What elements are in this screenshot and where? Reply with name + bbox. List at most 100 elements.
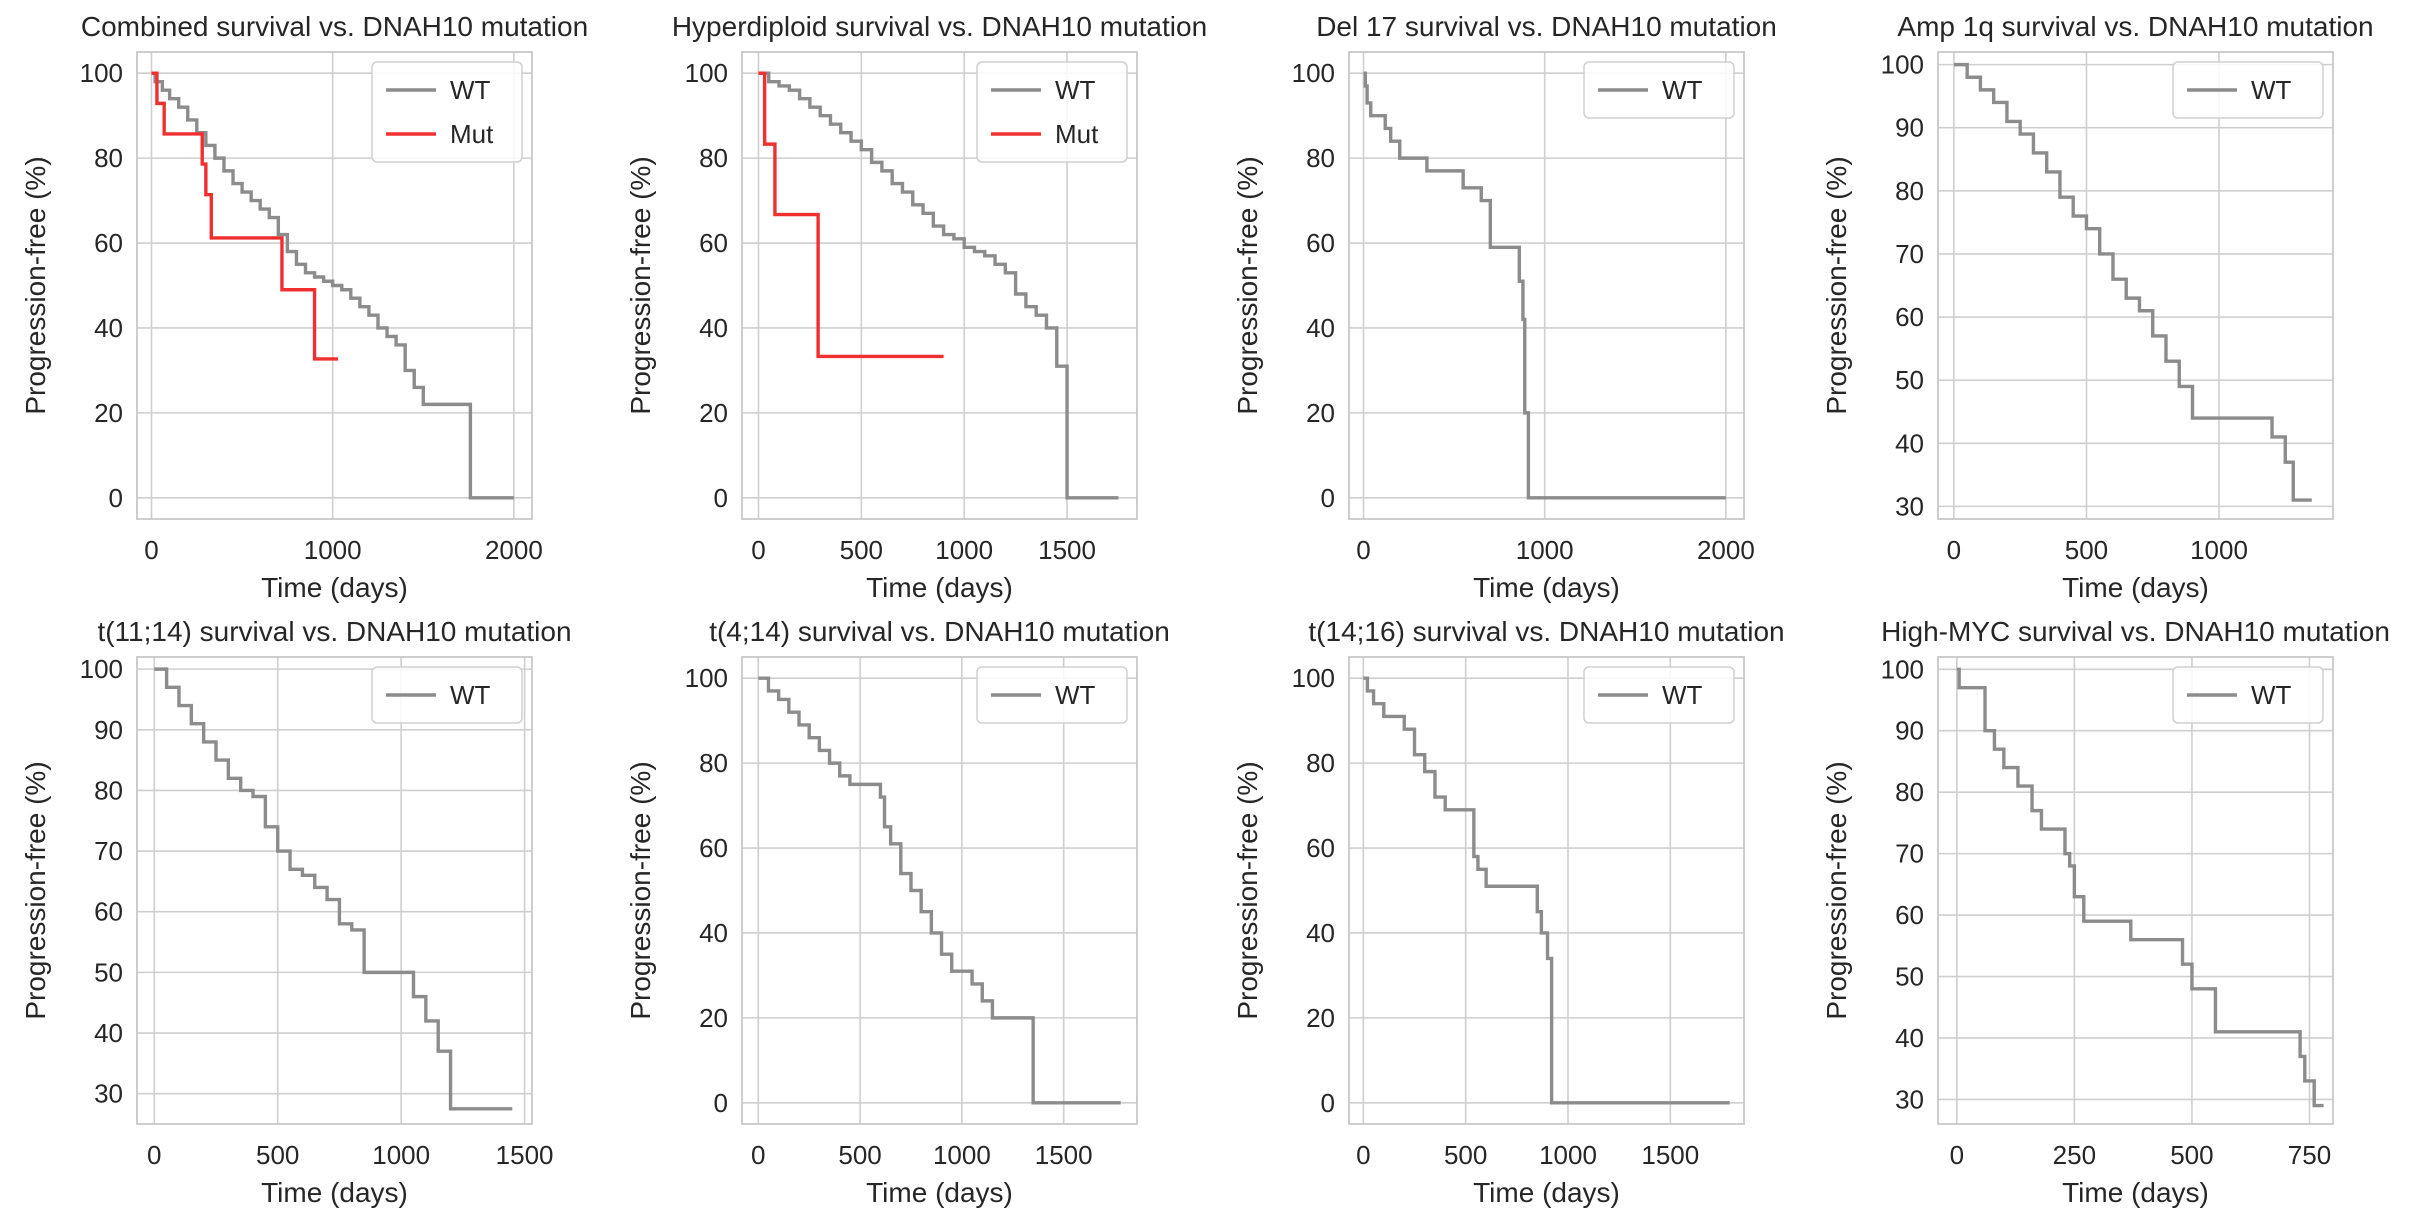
- y-tick-label: 80: [1306, 748, 1335, 778]
- legend-wt-label: WT: [2251, 680, 2292, 710]
- y-tick-label: 60: [699, 228, 728, 258]
- legend: WT Mut: [371, 61, 523, 163]
- y-tick-label: 20: [699, 1003, 728, 1033]
- y-axis-label: Progression-free (%): [1821, 156, 1852, 414]
- legend: WT: [1583, 61, 1735, 119]
- y-tick-label: 0: [1321, 483, 1335, 513]
- y-tick-label: 90: [94, 715, 123, 745]
- y-tick-label: 100: [1881, 50, 1924, 80]
- y-tick-label: 60: [1306, 833, 1335, 863]
- y-tick-label: 80: [94, 775, 123, 805]
- x-tick-label: 750: [2288, 1140, 2331, 1170]
- wt-series-line: [758, 676, 1121, 1105]
- legend-wt-label: WT: [1662, 680, 1703, 710]
- y-tick-label: 100: [80, 654, 123, 684]
- legend-box: [976, 666, 1128, 724]
- chart-title: Hyperdiploid survival vs. DNAH10 mutatio…: [672, 11, 1207, 42]
- x-tick-label: 250: [2053, 1140, 2096, 1170]
- legend-wt-label: WT: [1662, 75, 1703, 105]
- y-tick-label: 20: [1306, 398, 1335, 428]
- chart-panel: 0 500 1000 1500 0 20 40 60 80 100 t(14;16) surviva…: [1232, 616, 1785, 1208]
- chart-panel: 0 250 500 750 30 40 50 60 70 80 90 100 High-MYC surv…: [1821, 616, 2390, 1208]
- x-tick-label: 0: [751, 1140, 765, 1170]
- x-tick-label: 1500: [496, 1140, 554, 1170]
- wt-series-line: [1363, 676, 1730, 1105]
- x-tick-label: 1000: [1539, 1140, 1597, 1170]
- y-tick-label: 60: [94, 228, 123, 258]
- x-axis-label: Time (days): [261, 572, 408, 603]
- y-tick-label: 60: [1895, 302, 1924, 332]
- wt-series-line: [1956, 667, 2324, 1108]
- y-tick-label: 80: [699, 143, 728, 173]
- y-tick-label: 70: [1895, 839, 1924, 869]
- x-tick-label: 1000: [1516, 535, 1574, 565]
- x-tick-label: 1000: [935, 535, 993, 565]
- y-axis-label: Progression-free (%): [625, 156, 656, 414]
- x-tick-label: 0: [1950, 1140, 1964, 1170]
- y-axis-label: Progression-free (%): [1232, 761, 1263, 1019]
- x-tick-label: 1500: [1035, 1140, 1093, 1170]
- y-tick-label: 40: [1306, 313, 1335, 343]
- y-tick-label: 60: [94, 897, 123, 927]
- x-tick-label: 500: [838, 1140, 881, 1170]
- legend: WT: [976, 666, 1128, 724]
- legend-mut-label: Mut: [1055, 119, 1099, 149]
- chart-title: t(4;14) survival vs. DNAH10 mutation: [709, 616, 1170, 647]
- x-axis-label: Time (days): [2062, 1177, 2209, 1208]
- chart-panel: 0 500 1000 1500 30 40 50 60 70 80 90 100 t(11;14) su…: [20, 616, 572, 1208]
- y-tick-label: 40: [699, 313, 728, 343]
- x-tick-label: 500: [840, 535, 883, 565]
- y-tick-label: 20: [1306, 1003, 1335, 1033]
- legend: WT: [371, 666, 523, 724]
- chart-title: t(14;16) survival vs. DNAH10 mutation: [1308, 616, 1784, 647]
- y-tick-label: 30: [1895, 491, 1924, 521]
- y-tick-label: 80: [94, 143, 123, 173]
- legend-box: [371, 61, 523, 163]
- chart-panel: 0 1000 2000 0 20 40 60 80 100 Combined survival v…: [20, 11, 588, 603]
- y-tick-label: 60: [1306, 228, 1335, 258]
- y-tick-label: 60: [1895, 900, 1924, 930]
- y-tick-label: 0: [714, 1088, 728, 1118]
- x-tick-label: 2000: [485, 535, 543, 565]
- legend-wt-label: WT: [1055, 680, 1096, 710]
- y-tick-label: 50: [1895, 365, 1924, 395]
- y-tick-label: 80: [1306, 143, 1335, 173]
- legend-box: [976, 61, 1128, 163]
- y-tick-label: 40: [1306, 918, 1335, 948]
- chart-title: t(11;14) survival vs. DNAH10 mutation: [97, 616, 571, 647]
- y-axis-label: Progression-free (%): [20, 761, 51, 1019]
- plot-frame: [741, 656, 1138, 1125]
- y-axis-label: Progression-free (%): [1232, 156, 1263, 414]
- plot-frame: [1937, 656, 2334, 1125]
- chart-panel: 0 1000 2000 0 20 40 60 80 100 Del 17 survival vs.…: [1232, 11, 1777, 603]
- legend-box: [2172, 61, 2324, 119]
- x-tick-label: 1500: [1038, 535, 1096, 565]
- plot-frame: [1937, 51, 2334, 520]
- legend: WT: [1583, 666, 1735, 724]
- y-tick-label: 20: [699, 398, 728, 428]
- x-tick-label: 1000: [933, 1140, 991, 1170]
- chart-title: High-MYC survival vs. DNAH10 mutation: [1881, 616, 2390, 647]
- y-axis-label: Progression-free (%): [625, 761, 656, 1019]
- y-tick-label: 0: [109, 483, 123, 513]
- plot-frame: [741, 51, 1138, 520]
- legend: WT: [2172, 61, 2324, 119]
- x-tick-label: 0: [751, 535, 765, 565]
- legend-mut-label: Mut: [450, 119, 494, 149]
- x-tick-label: 1000: [2190, 535, 2248, 565]
- y-tick-label: 100: [1292, 58, 1335, 88]
- y-tick-label: 80: [1895, 777, 1924, 807]
- x-axis-label: Time (days): [261, 1177, 408, 1208]
- legend: WT: [2172, 666, 2324, 724]
- y-tick-label: 30: [94, 1079, 123, 1109]
- legend-wt-label: WT: [450, 680, 491, 710]
- mut-series-line: [151, 71, 339, 361]
- y-tick-label: 40: [94, 1018, 123, 1048]
- y-axis-label: Progression-free (%): [1821, 761, 1852, 1019]
- legend-wt-label: WT: [450, 75, 491, 105]
- x-axis-label: Time (days): [866, 1177, 1013, 1208]
- chart-panel: 0 500 1000 30 40 50 60 70 80 90 100 Amp 1q survival…: [1821, 11, 2374, 603]
- x-tick-label: 500: [2065, 535, 2108, 565]
- chart-title: Combined survival vs. DNAH10 mutation: [81, 11, 588, 42]
- plot-frame: [1348, 656, 1745, 1125]
